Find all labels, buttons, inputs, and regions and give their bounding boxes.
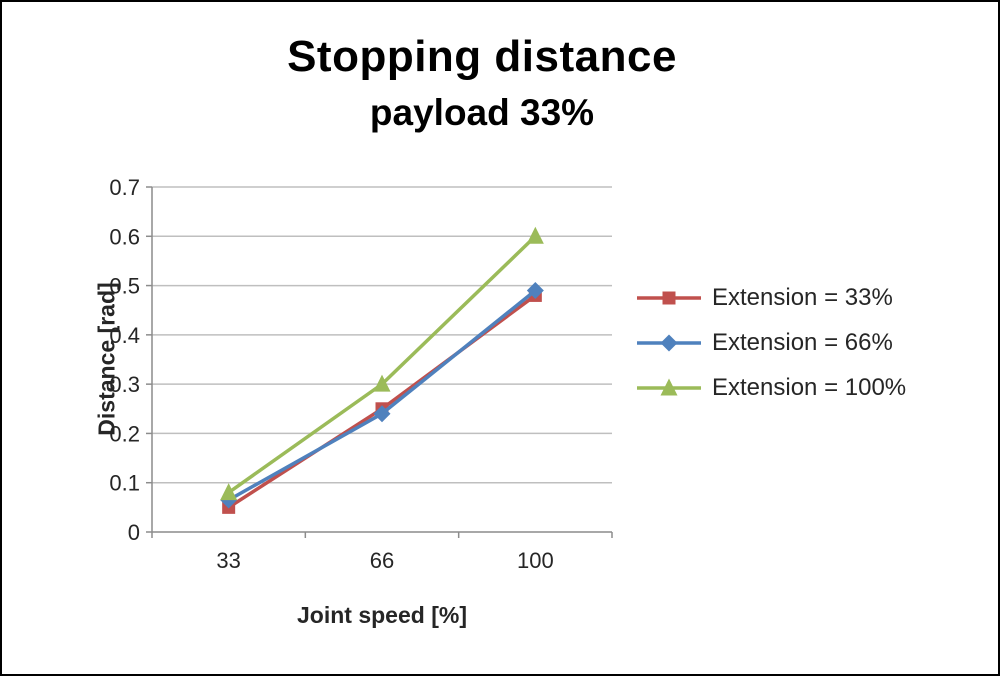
- x-tick-label: 100: [517, 548, 554, 573]
- y-tick-label: 0.6: [109, 224, 140, 249]
- y-tick-label: 0.5: [109, 274, 140, 299]
- chart-subtitle: payload 33%: [369, 92, 595, 133]
- series-line: [227, 289, 537, 502]
- legend-label: Extension = 66%: [712, 329, 893, 356]
- series-line: [227, 235, 537, 495]
- square-marker-icon: [637, 291, 701, 305]
- legend-label: Extension = 33%: [712, 284, 893, 311]
- y-tick-label: 0: [128, 520, 140, 545]
- legend-item: Extension = 33%: [635, 284, 906, 312]
- y-tick-label: 0.1: [109, 471, 140, 496]
- legend-item: Extension = 66%: [635, 329, 906, 357]
- y-tick-label: 0.2: [109, 421, 140, 446]
- x-tick-label: 33: [216, 548, 240, 573]
- x-axis-title: Joint speed [%]: [297, 602, 467, 628]
- legend: Extension = 33% Extension = 66% Extension …: [635, 284, 906, 419]
- x-tick-label: 66: [370, 548, 394, 573]
- y-tick-label: 0.3: [109, 372, 140, 397]
- legend-item: Extension = 100%: [635, 374, 906, 402]
- plot-area: 0 0.1 0.2 0.3 0.4 0.5 0.6 0.7 33 66 100: [109, 175, 613, 573]
- diamond-marker-icon: [637, 334, 701, 352]
- triangle-marker-icon: [637, 378, 701, 396]
- y-tick-label: 0.4: [109, 323, 140, 348]
- chart-title: Stopping distance: [287, 32, 677, 81]
- y-tick-label: 0.7: [109, 175, 140, 200]
- legend-label: Extension = 100%: [712, 374, 907, 401]
